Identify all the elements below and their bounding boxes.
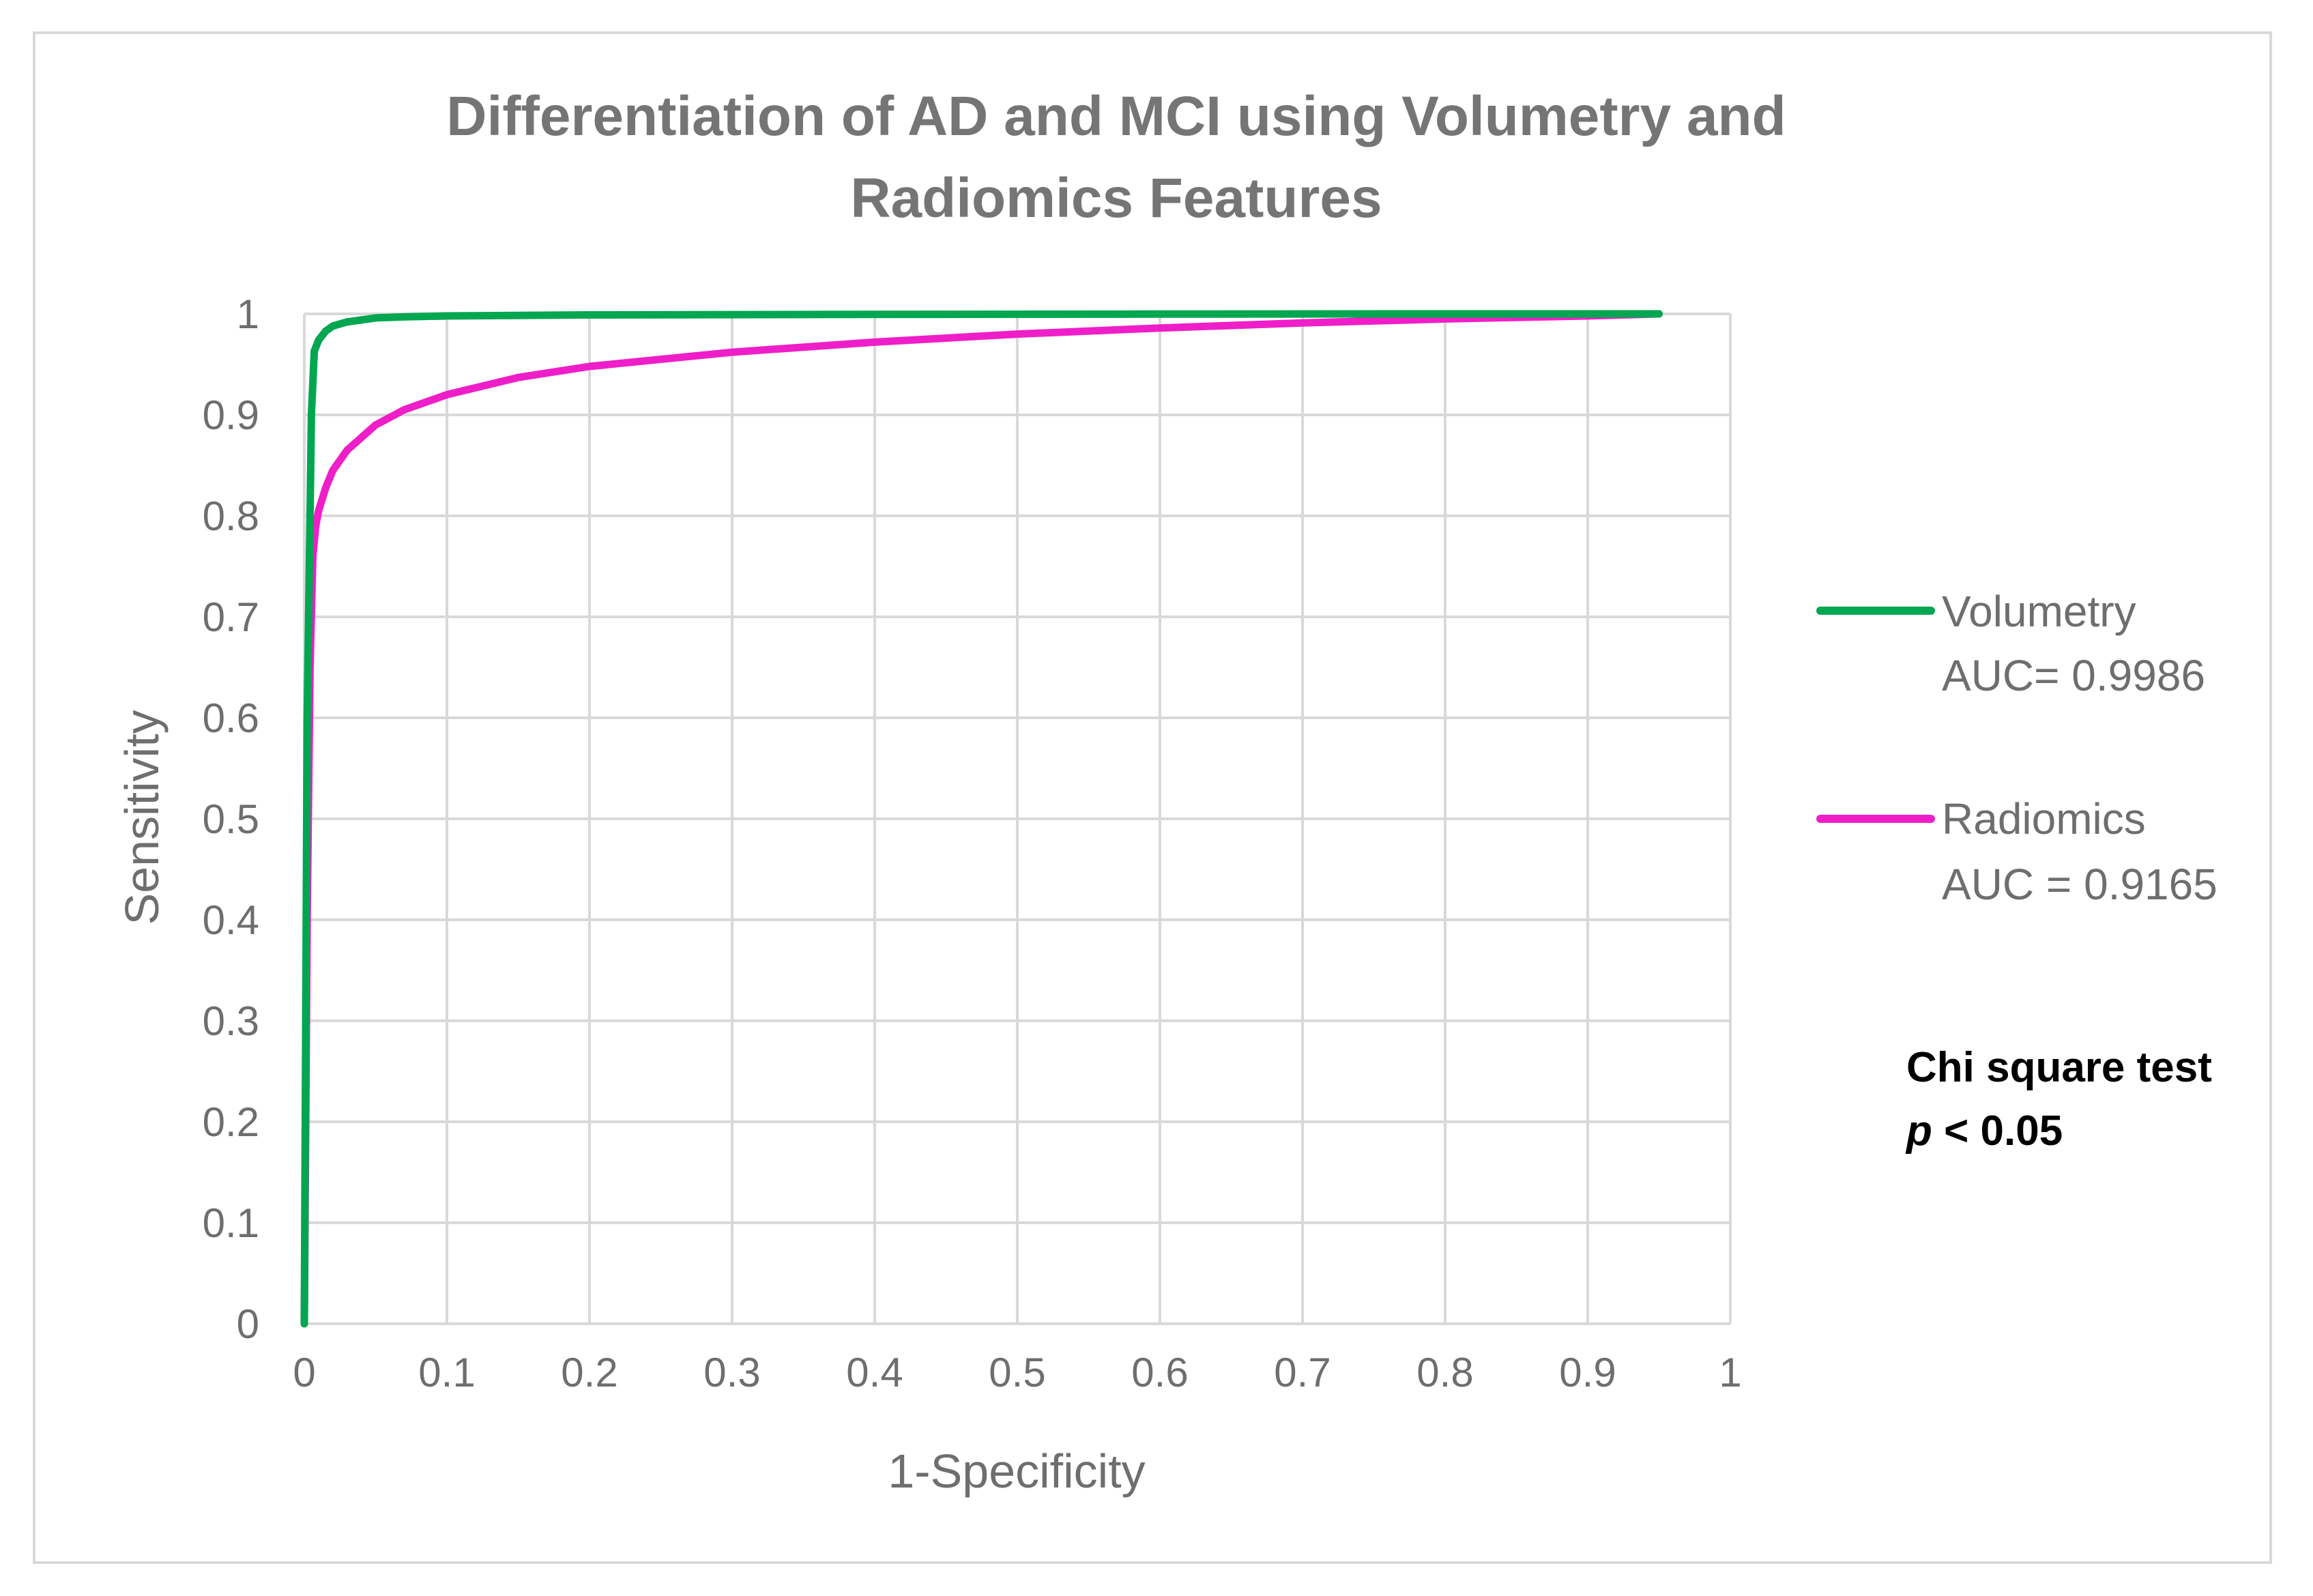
x-tick-label-1: 0.1 — [418, 1350, 475, 1395]
y-tick-label-5: 0.5 — [203, 796, 259, 842]
chi-square-note: Chi square test — [1906, 1044, 2212, 1091]
x-tick-label-4: 0.4 — [846, 1350, 903, 1395]
y-tick-label-9: 0.9 — [203, 392, 259, 438]
x-tick-label-6: 0.6 — [1131, 1350, 1188, 1395]
x-tick-label-10: 1 — [1719, 1350, 1741, 1395]
y-tick-label-2: 0.2 — [203, 1099, 259, 1145]
y-tick-labels: 0 0.1 0.2 0.3 0.4 0.5 0.6 0.7 0.8 0.9 1 — [203, 291, 259, 1347]
p-value-note: p < 0.05 — [1905, 1107, 2063, 1155]
p-value: < 0.05 — [1932, 1107, 2063, 1155]
y-axis-label: Sensitivity — [115, 710, 169, 925]
y-tick-label-8: 0.8 — [203, 493, 259, 539]
x-tick-label-5: 0.5 — [989, 1350, 1045, 1395]
chart-frame — [33, 31, 2272, 1564]
y-tick-label-6: 0.6 — [203, 695, 259, 741]
chart-title-line-2: Radiomics Features — [850, 167, 1382, 229]
y-tick-label-1: 0.1 — [203, 1200, 259, 1246]
series-line-radiomics — [300, 310, 1663, 1328]
legend-label-radiomics: Radiomics — [1942, 794, 2146, 843]
series-lines — [300, 310, 1663, 1328]
y-tick-label-10: 1 — [237, 291, 259, 337]
legend-auc-radiomics: AUC = 0.9165 — [1942, 860, 2217, 909]
x-axis-label: 1-Specificity — [888, 1445, 1145, 1498]
legend-auc-volumetry: AUC= 0.9986 — [1942, 651, 2205, 700]
legend-label-volumetry: Volumetry — [1942, 587, 2136, 636]
p-symbol: p — [1905, 1107, 1932, 1155]
x-tick-label-2: 0.2 — [561, 1350, 617, 1395]
chart-title-line-1: Differentiation of AD and MCI using Volu… — [446, 85, 1786, 147]
x-tick-label-9: 0.9 — [1559, 1350, 1616, 1395]
legend: Volumetry AUC= 0.9986 Radiomics AUC = 0.… — [1816, 587, 2217, 909]
y-tick-label-3: 0.3 — [203, 998, 259, 1044]
x-tick-labels: 0 0.1 0.2 0.3 0.4 0.5 0.6 0.7 0.8 0.9 1 — [293, 1350, 1741, 1395]
series-line-volumetry — [300, 310, 1663, 1328]
grid-lines — [303, 313, 1732, 1325]
x-tick-label-8: 0.8 — [1416, 1350, 1473, 1395]
y-tick-label-4: 0.4 — [203, 897, 259, 943]
x-tick-label-3: 0.3 — [703, 1350, 760, 1395]
x-tick-label-0: 0 — [293, 1350, 315, 1395]
y-tick-label-0: 0 — [237, 1301, 259, 1347]
y-tick-label-7: 0.7 — [203, 594, 259, 640]
x-tick-label-7: 0.7 — [1274, 1350, 1330, 1395]
